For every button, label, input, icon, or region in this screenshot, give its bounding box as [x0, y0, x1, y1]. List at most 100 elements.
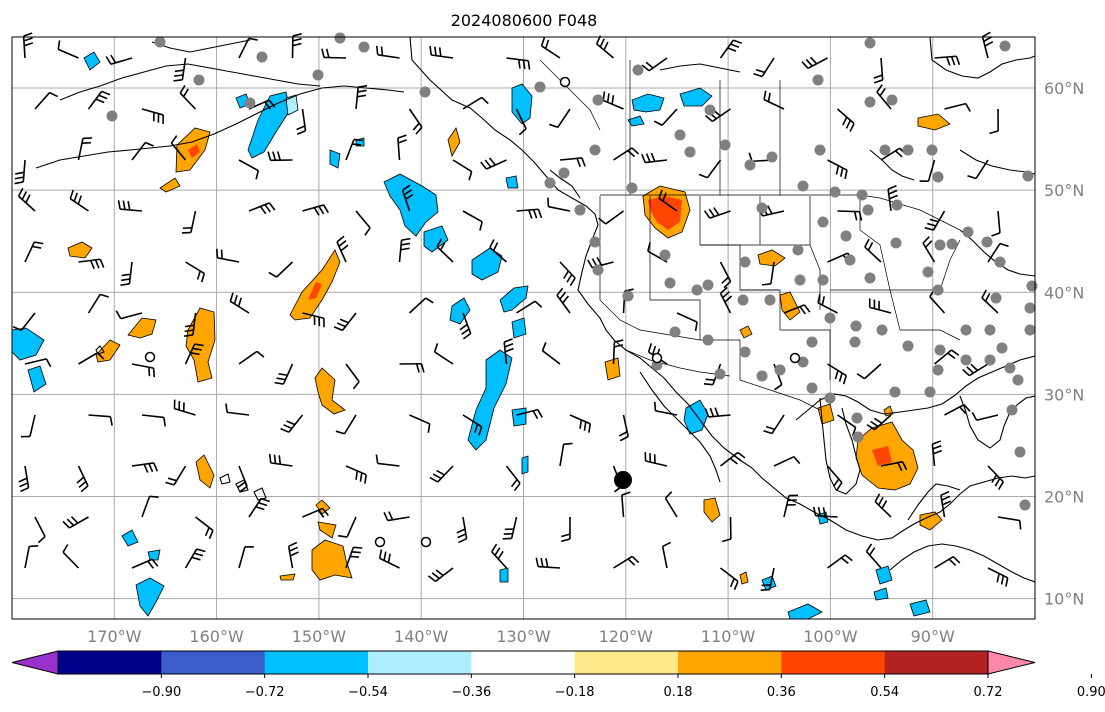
wind-barb: [987, 242, 1009, 263]
station-dot: [812, 74, 824, 86]
wind-barb: [456, 516, 468, 544]
latitude-label: 10°N: [1044, 590, 1084, 609]
colorbar: −0.90 −0.72 −0.54 −0.36 −0.18 0.18 0.36 0.54 0.7…: [11, 650, 1105, 700]
wind-barb: [827, 554, 853, 569]
station-dot: [704, 104, 716, 116]
wind-barb: [997, 516, 1022, 530]
station-dot: [851, 412, 863, 424]
station-dot: [764, 294, 776, 306]
wind-barb: [181, 210, 197, 234]
wind-barb: [355, 210, 371, 236]
calm-wind-circle: [651, 352, 663, 364]
wind-barb: [22, 32, 34, 59]
wind-barb: [613, 555, 640, 569]
wind-barb: [141, 414, 167, 427]
wind-barb: [981, 31, 994, 59]
wind-barb: [719, 286, 733, 314]
wind-barb: [78, 258, 105, 270]
wind-barb: [238, 350, 265, 365]
wind-barb: [753, 57, 775, 78]
station-dot: [739, 346, 751, 358]
wind-barb: [836, 108, 855, 132]
wind-barb: [618, 414, 629, 442]
colorbar-tick-label: 0.18: [664, 685, 693, 700]
wind-barb: [141, 495, 159, 518]
wind-barb: [333, 312, 357, 332]
latitude-label: 20°N: [1044, 487, 1084, 506]
wind-barb: [763, 414, 785, 435]
station-dot: [902, 340, 914, 352]
station-dot: [814, 144, 826, 156]
wind-barb: [409, 414, 431, 433]
wind-barb: [77, 137, 92, 161]
station-dot: [886, 94, 898, 106]
station-dot: [984, 354, 996, 366]
wind-barb: [345, 363, 360, 390]
station-dot: [244, 97, 256, 109]
wind-barb: [185, 261, 206, 283]
colorbar-tick-label: −0.18: [555, 685, 595, 700]
wind-barb: [864, 238, 882, 263]
wind-barb: [641, 57, 668, 72]
wind-barb: [184, 343, 204, 365]
wind-barb: [502, 516, 518, 540]
station-dot: [926, 144, 938, 156]
wind-barb: [335, 414, 357, 435]
wind-barb: [338, 516, 357, 538]
station-dot: [1004, 362, 1016, 374]
wind-barb: [345, 138, 363, 161]
wind-barb: [644, 452, 668, 467]
wind-barb: [658, 189, 678, 212]
calm-wind-circle: [559, 76, 571, 88]
station-dot: [774, 364, 786, 376]
longitude-label: 110°W: [701, 627, 756, 646]
station-dot: [794, 274, 806, 286]
wind-barb: [540, 37, 561, 59]
map-title: 2024080600 F048: [451, 11, 598, 30]
station-dot: [792, 244, 804, 256]
wind-barb: [436, 238, 454, 263]
wind-barb: [345, 465, 367, 484]
station-dot: [932, 364, 944, 376]
wind-barb: [17, 187, 36, 212]
wind-barb: [462, 210, 483, 231]
wind-barb: [183, 312, 197, 337]
wind-barb: [173, 57, 187, 82]
station-dot: [996, 342, 1008, 354]
wind-barb: [698, 159, 722, 179]
wind-barb: [237, 465, 248, 493]
station-dot: [856, 189, 868, 201]
wind-barb: [865, 543, 882, 569]
station-dot: [626, 182, 638, 194]
station-dot: [589, 144, 601, 156]
station-dot: [817, 274, 829, 286]
wind-barb: [773, 455, 801, 467]
station-dot: [1024, 302, 1036, 314]
colorbar-segment: [368, 651, 472, 674]
calm-wind-circle: [789, 352, 801, 364]
wind-barb: [922, 236, 936, 263]
station-dot: [806, 336, 818, 348]
station-dot: [737, 294, 749, 306]
latitude-labels: 60°N 50°N 40°N 30°N 20°N 10°N: [1044, 79, 1084, 609]
colorbar-segment: [574, 651, 679, 674]
wind-barb: [238, 159, 260, 180]
wind-barb: [78, 352, 105, 365]
large-black-marker: [614, 471, 632, 489]
wind-barb: [462, 96, 489, 110]
station-dot: [256, 51, 268, 63]
latitude-label: 40°N: [1044, 283, 1084, 302]
wind-barb: [506, 57, 531, 70]
wind-barb: [653, 108, 678, 126]
wind-barb: [76, 465, 89, 493]
wind-barb: [962, 363, 989, 377]
station-dot: [862, 204, 874, 216]
wind-barb: [989, 108, 999, 135]
wind-barb: [991, 210, 1001, 237]
station-dot: [994, 256, 1006, 268]
wind-barb: [503, 338, 514, 365]
calm-wind-circle: [144, 351, 156, 363]
wind-barb: [321, 48, 347, 59]
station-dot: [817, 216, 829, 228]
wind-barb: [408, 297, 434, 314]
